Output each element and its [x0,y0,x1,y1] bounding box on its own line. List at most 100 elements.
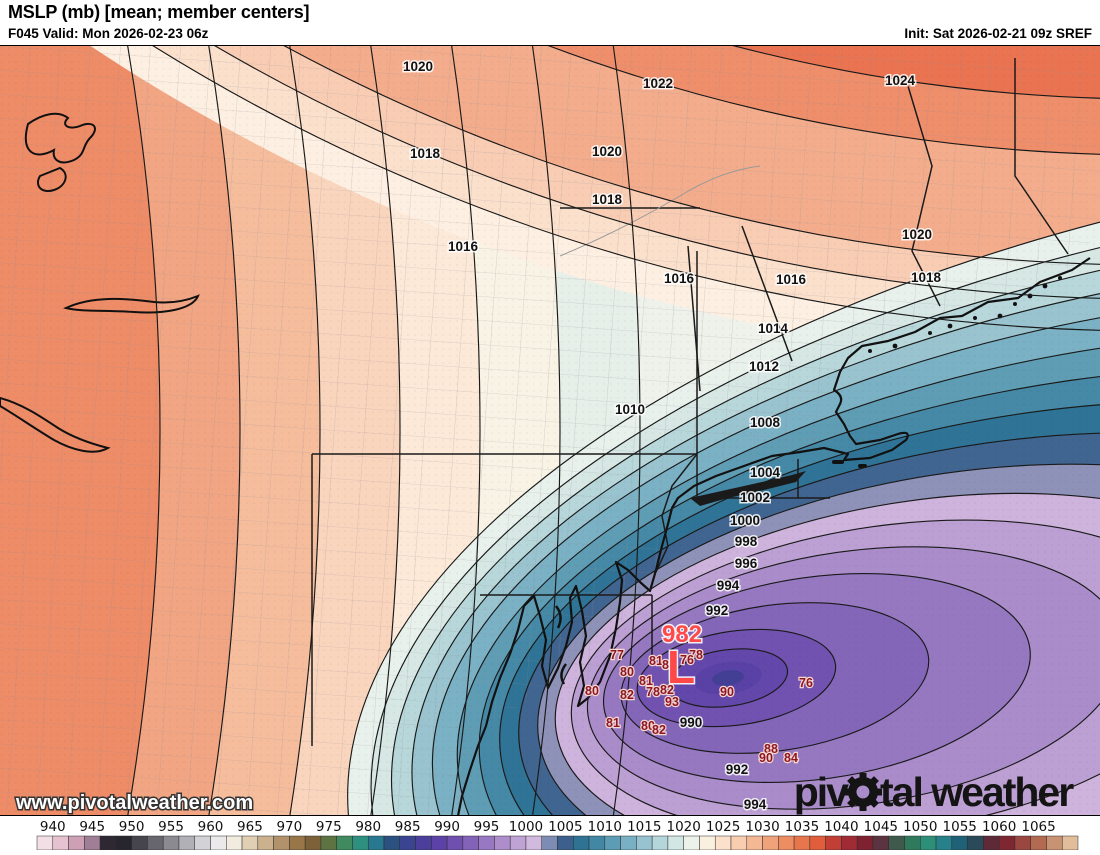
isobar-label: 990 [680,715,703,730]
map-canvas: 1020 1022 1024 1018 1020 1018 1016 1020 1016 1016… [0,46,1100,815]
colorbar-tick: 985 [395,819,421,835]
member-value: 76 [680,653,694,667]
colorbar-tick: 955 [158,819,184,835]
state-line-vt-nh [687,245,701,392]
colorbar-tick: 1045 [864,819,898,835]
isobar-label: 1000 [730,513,760,528]
colorbar-tick: 1005 [548,819,582,835]
colorbar-tick: 1035 [785,819,819,835]
colorbar-tick: 945 [79,819,105,835]
logo-text-left: piv [794,769,849,815]
colorbar-tick: 960 [198,819,224,835]
county-borders [0,46,1100,815]
watermark-url: www.pivotalweather.com [15,792,253,814]
low-pressure-value: 982 [662,621,702,648]
low-pressure-marker: 982 L [660,620,703,695]
colorbar-swatches [36,835,1079,851]
member-value: 82 [652,723,666,737]
isobar-label: 1008 [750,415,781,430]
lake-erie-outline [0,396,111,453]
colorbar-tick: 965 [237,819,263,835]
isobar-label: 994 [717,578,740,593]
isobar-contours [126,46,1100,815]
colorbar: 940 945 950 955 960 965 970 975 980 985 990 995 1000… [0,816,1100,851]
isobar-label: 1018 [592,192,623,207]
member-value: 77 [610,648,624,662]
isobar-label: 996 [735,556,758,571]
colorbar-tick: 990 [434,819,460,835]
colorbar-tick: 1065 [1021,819,1055,835]
state-line-me-nb [1014,58,1069,255]
state-line-me-qc [904,75,941,307]
state-borders [311,58,1069,746]
isobar-label: 1020 [403,59,433,74]
member-value: 93 [665,695,679,709]
member-value: 76 [799,676,813,690]
isobar-label: 1020 [902,227,932,242]
pivotal-weather-logo: piv tal weather [794,769,1076,815]
valid-time-label: F045 Valid: Mon 2026-02-23 06z [8,26,209,41]
georgian-bay-outline [24,112,96,164]
isobar-label: 1018 [911,270,942,285]
colorbar-tick: 1015 [627,819,661,835]
colorbar-tick: 950 [119,819,145,835]
isobar-label: 994 [744,797,767,812]
isobar-label: 1014 [758,321,789,336]
colorbar-tick: 1020 [667,819,701,835]
colorbar-tick: 1030 [745,819,779,835]
member-value: 81 [649,654,663,668]
isobar-label: 1018 [410,146,441,161]
isobar-label: 1012 [749,359,779,374]
header-bar: MSLP (mb) [mean; member centers] F045 Va… [0,0,1100,45]
lake-huron-outline [36,166,67,192]
colorbar-tick-labels: 940 945 950 955 960 965 970 975 980 985 990 995 1000… [40,819,1056,835]
member-value: 90 [759,751,773,765]
isobar-label: 1016 [776,272,807,287]
member-value: 78 [646,685,660,699]
isobar-labels: 1020 1022 1024 1018 1020 1018 1016 1020 1016 1016… [401,58,943,814]
isobar-label: 998 [735,534,758,549]
member-value: 82 [620,688,634,702]
colorbar-tick: 940 [40,819,66,835]
isobar-label: 992 [726,762,749,777]
isobar-label: 1016 [448,239,479,254]
isobar-label: 1020 [592,144,622,159]
logo-text-right: tal weather [880,769,1074,815]
isobar-label: 1016 [664,271,695,286]
colorbar-tick: 975 [316,819,342,835]
member-value: 80 [585,684,599,698]
isobar-label: 1004 [750,465,781,480]
colorbar-tick: 1050 [903,819,937,835]
low-pressure-symbol: L [667,641,695,693]
member-value: 83 [662,658,676,672]
isobar-label: 1024 [885,73,916,88]
member-value: 80 [641,719,655,733]
st-lawrence-river [559,165,761,257]
colorbar-tick: 1010 [588,819,622,835]
lake-ontario-outline [62,294,200,314]
member-value: 81 [606,716,620,730]
state-line-me-nh [741,225,793,362]
colorbar-tick: 970 [276,819,302,835]
colorbar-tick: 1040 [824,819,858,835]
colorbar-tick: 1000 [509,819,543,835]
member-value: 84 [784,751,798,765]
isobar-label: 1010 [615,402,645,417]
branding: www.pivotalweather.com piv tal weather [14,769,1077,815]
gear-icon [844,773,882,811]
member-value: 78 [689,648,703,662]
isobar-label: 992 [706,603,729,618]
isobar-label: 1002 [740,490,770,505]
atlantic-coast-path [457,257,1091,815]
member-value: 81 [639,674,653,688]
member-value: 80 [620,665,634,679]
member-value: 82 [660,683,674,697]
init-time-label: Init: Sat 2026-02-21 09z SREF [904,26,1092,41]
colorbar-tick: 1025 [706,819,740,835]
colorbar-tick: 980 [355,819,381,835]
water-features [0,112,761,453]
member-value: 88 [764,742,778,756]
isobar-label: 1022 [643,76,673,91]
